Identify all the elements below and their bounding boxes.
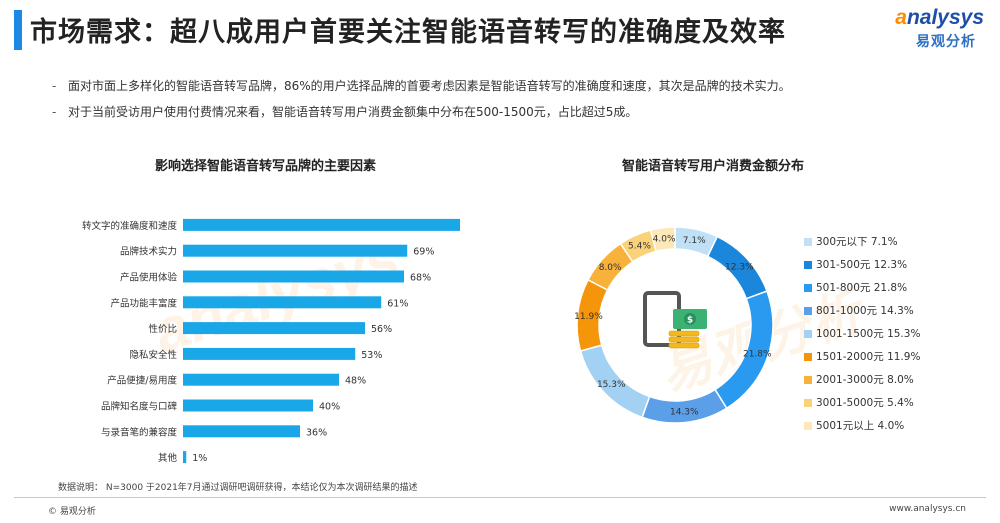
- bar-value-label: 1%: [192, 453, 207, 464]
- legend-swatch: [804, 352, 812, 361]
- legend-item: 300元以下 7.1%: [804, 230, 920, 253]
- bar-category-label: 品牌知名度与口碑: [101, 401, 178, 413]
- bar-value-label: 56%: [371, 324, 392, 335]
- legend-swatch: [804, 329, 812, 338]
- legend-item: 301-500元 12.3%: [804, 253, 920, 276]
- legend-item: 801-1000元 14.3%: [804, 299, 920, 322]
- donut-value-label: 5.4%: [628, 242, 651, 252]
- legend-label: 801-1000元 14.3%: [816, 305, 914, 317]
- donut-value-label: 15.3%: [597, 380, 626, 390]
- legend-label: 501-800元 21.8%: [816, 282, 908, 294]
- legend-swatch: [804, 306, 812, 315]
- site-url: www.analysys.cn: [889, 504, 966, 514]
- bar-category-label: 与录音笔的兼容度: [101, 426, 178, 438]
- bar: [183, 425, 300, 438]
- analysys-logo: analysys 易观分析: [876, 6, 984, 52]
- summary-bullet: - 对于当前受访用户使用付费情况来看，智能语音转写用户消费金额集中分布在500-1…: [52, 105, 638, 119]
- bar-chart-title: 影响选择智能语音转写品牌的主要因素: [155, 159, 377, 174]
- legend-swatch: [804, 237, 812, 246]
- bar: [183, 451, 187, 464]
- bar-category-label: 性价比: [148, 323, 177, 335]
- legend-label: 2001-3000元 8.0%: [816, 374, 914, 386]
- bar: [183, 347, 356, 360]
- legend-item: 2001-3000元 8.0%: [804, 368, 920, 391]
- copyright: © 易观分析: [48, 507, 96, 517]
- bar-value-label: 36%: [306, 427, 327, 438]
- bar: [183, 244, 408, 257]
- bar-value-label: 48%: [345, 376, 366, 387]
- bar-value-label: 61%: [387, 298, 408, 309]
- bar: [183, 218, 460, 231]
- legend-label: 300元以下 7.1%: [816, 236, 898, 248]
- bar-category-label: 产品功能丰富度: [110, 297, 177, 309]
- bar: [183, 373, 339, 386]
- title-accent-bar: [14, 10, 22, 50]
- donut-chart-title: 智能语音转写用户消费金额分布: [622, 159, 805, 174]
- donut-slice: [649, 226, 676, 253]
- legend-item: 3001-5000元 5.4%: [804, 391, 920, 414]
- donut-value-label: 7.1%: [683, 236, 706, 246]
- donut-value-label: 14.3%: [670, 408, 699, 418]
- donut-slice: [641, 388, 728, 424]
- footer-divider: [14, 497, 986, 498]
- bar-value-label: 69%: [413, 247, 434, 258]
- bar: [183, 322, 365, 335]
- legend-swatch: [804, 260, 812, 269]
- legend-label: 1001-1500元 15.3%: [816, 328, 921, 340]
- donut-value-label: 8.0%: [599, 263, 622, 273]
- bar-category-label: 品牌技术实力: [120, 246, 177, 258]
- legend-label: 1501-2000元 11.9%: [816, 351, 921, 363]
- donut-value-label: 11.9%: [574, 312, 603, 322]
- legend-swatch: [804, 421, 812, 430]
- legend-item: 501-800元 21.8%: [804, 276, 920, 299]
- bar-value-label: 40%: [319, 402, 340, 413]
- donut-value-label: 4.0%: [653, 235, 676, 245]
- svg-text:$: $: [687, 316, 693, 326]
- summary-bullet: - 面对市面上多样化的智能语音转写品牌，86%的用户选择品牌的首要考虑因素是智能语…: [52, 79, 791, 93]
- donut-value-label: 12.3%: [725, 262, 754, 272]
- bar-category-label: 其他: [158, 452, 178, 464]
- bar: [183, 270, 404, 283]
- bar-category-label: 产品便捷/易用度: [107, 375, 177, 387]
- bar-category-label: 转文字的准确度和速度: [82, 220, 178, 232]
- bar: [183, 296, 382, 309]
- bar-category-label: 产品使用体验: [120, 272, 178, 284]
- page-title: 市场需求：超八成用户首要关注智能语音转写的准确度及效率: [30, 17, 786, 48]
- factor-bar-chart: 转文字的准确度和速度86%品牌技术实力69%产品使用体验68%产品功能丰富度61…: [82, 218, 460, 464]
- bar-value-label: 68%: [410, 273, 431, 284]
- spending-donut-chart: 7.1% 12.3% 21.8% 14.3% 15.3% 11.9% 8.0% 5.4%4.0…: [574, 226, 774, 424]
- donut-value-label: 21.8%: [743, 349, 772, 359]
- bar-value-label: 53%: [361, 350, 382, 361]
- data-note: 数据说明： N=3000 于2021年7月通过调研吧调研获得，本结论仅为本次调研…: [58, 483, 418, 493]
- legend-item: 1501-2000元 11.9%: [804, 345, 920, 368]
- legend-swatch: [804, 375, 812, 384]
- bar-category-label: 隐私安全性: [129, 349, 177, 361]
- logo-wordmark: analysys: [895, 6, 984, 29]
- legend-swatch: [804, 283, 812, 292]
- summary-bullets: - 面对市面上多样化的智能语音转写品牌，86%的用户选择品牌的首要考虑因素是智能语…: [52, 78, 952, 130]
- legend-label: 3001-5000元 5.4%: [816, 397, 914, 409]
- legend-label: 301-500元 12.3%: [816, 259, 908, 271]
- money-tablet-icon: $: [643, 291, 707, 349]
- legend-label: 5001元以上 4.0%: [816, 420, 905, 432]
- legend-swatch: [804, 398, 812, 407]
- logo-cn-text: 易观分析: [916, 34, 976, 50]
- legend-item: 5001元以上 4.0%: [804, 414, 920, 437]
- legend-item: 1001-1500元 15.3%: [804, 322, 920, 345]
- donut-legend: 300元以下 7.1% 301-500元 12.3% 501-800元 21.8% 8…: [804, 230, 920, 437]
- bar: [183, 399, 313, 412]
